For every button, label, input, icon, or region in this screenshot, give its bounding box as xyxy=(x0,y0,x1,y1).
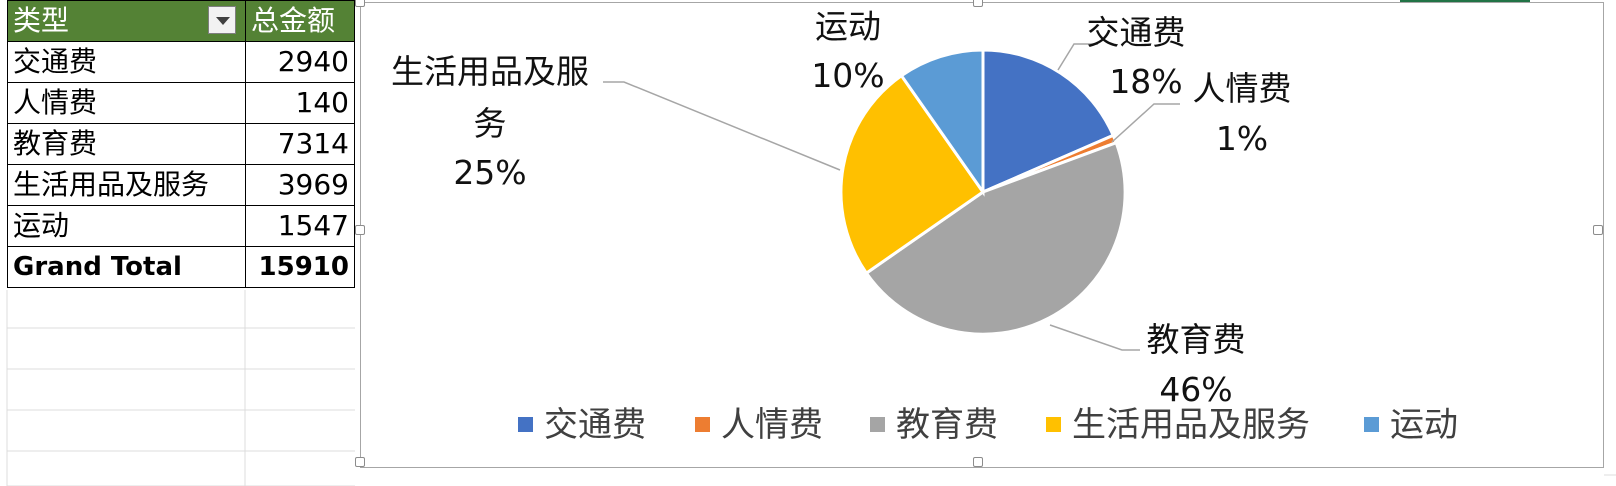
category-cell[interactable]: 人情费 xyxy=(7,82,246,124)
legend-item[interactable]: 教育费 xyxy=(896,405,998,445)
data-label-category: 交通费 xyxy=(1087,13,1186,52)
data-label-percent: 1% xyxy=(1216,119,1268,158)
category-cell[interactable]: 生活用品及服务 xyxy=(7,164,246,206)
legend-swatch xyxy=(695,417,710,432)
amount-cell[interactable]: 1547 xyxy=(245,205,355,247)
resize-handle-top-left[interactable] xyxy=(355,0,365,7)
legend-item[interactable]: 人情费 xyxy=(721,405,823,445)
legend-item[interactable]: 交通费 xyxy=(544,405,646,445)
leader-line xyxy=(603,81,841,171)
leader-line xyxy=(1049,324,1140,351)
legend-item[interactable]: 生活用品及服务 xyxy=(1072,405,1310,445)
category-cell[interactable]: 教育费 xyxy=(7,123,246,165)
amount-header-cell[interactable]: 总金额 xyxy=(245,0,355,42)
leader-line xyxy=(1111,103,1180,143)
data-label-percent: 46% xyxy=(1159,370,1232,409)
data-label-category: 务 xyxy=(474,104,507,143)
resize-handle-top[interactable] xyxy=(973,0,983,7)
legend-item[interactable]: 运动 xyxy=(1390,405,1458,445)
pivot-table: 类型 总金额 交通费 2940 人情费 140 教育费 7314 生活用品及服务… xyxy=(7,0,355,288)
legend-swatch xyxy=(870,417,885,432)
resize-handle-right[interactable] xyxy=(1593,225,1603,235)
grand-total-value[interactable]: 15910 xyxy=(245,246,355,288)
filter-dropdown-icon[interactable] xyxy=(208,6,236,34)
data-label-category: 生活用品及服 xyxy=(391,52,589,91)
table-row: 运动 1547 xyxy=(7,205,355,247)
data-label-percent: 10% xyxy=(811,56,884,95)
amount-cell[interactable]: 3969 xyxy=(245,164,355,206)
pie-slice[interactable] xyxy=(839,73,986,276)
data-label-percent: 25% xyxy=(453,153,526,192)
table-row: 人情费 140 xyxy=(7,82,355,124)
type-header-label: 类型 xyxy=(13,4,70,37)
table-row: 生活用品及服务 3969 xyxy=(7,164,355,206)
leader-line xyxy=(1057,43,1098,71)
data-label-category: 人情费 xyxy=(1193,69,1292,108)
data-label-percent: 18% xyxy=(1109,62,1182,101)
legend-swatch xyxy=(1046,417,1061,432)
grand-total-label[interactable]: Grand Total xyxy=(7,246,246,288)
pie-slice[interactable] xyxy=(864,140,1127,336)
legend-swatch xyxy=(518,417,533,432)
pie-slice[interactable] xyxy=(981,48,1116,195)
pie-slice[interactable] xyxy=(899,48,985,197)
grand-total-row: Grand Total 15910 xyxy=(7,246,355,288)
resize-handle-left[interactable] xyxy=(355,225,365,235)
resize-handle-bottom[interactable] xyxy=(973,457,983,467)
amount-cell[interactable]: 140 xyxy=(245,82,355,124)
legend-swatch xyxy=(1364,417,1379,432)
data-label-category: 运动 xyxy=(815,7,881,46)
resize-handle-bottom-left[interactable] xyxy=(355,457,365,467)
data-label-category: 教育费 xyxy=(1147,320,1246,359)
